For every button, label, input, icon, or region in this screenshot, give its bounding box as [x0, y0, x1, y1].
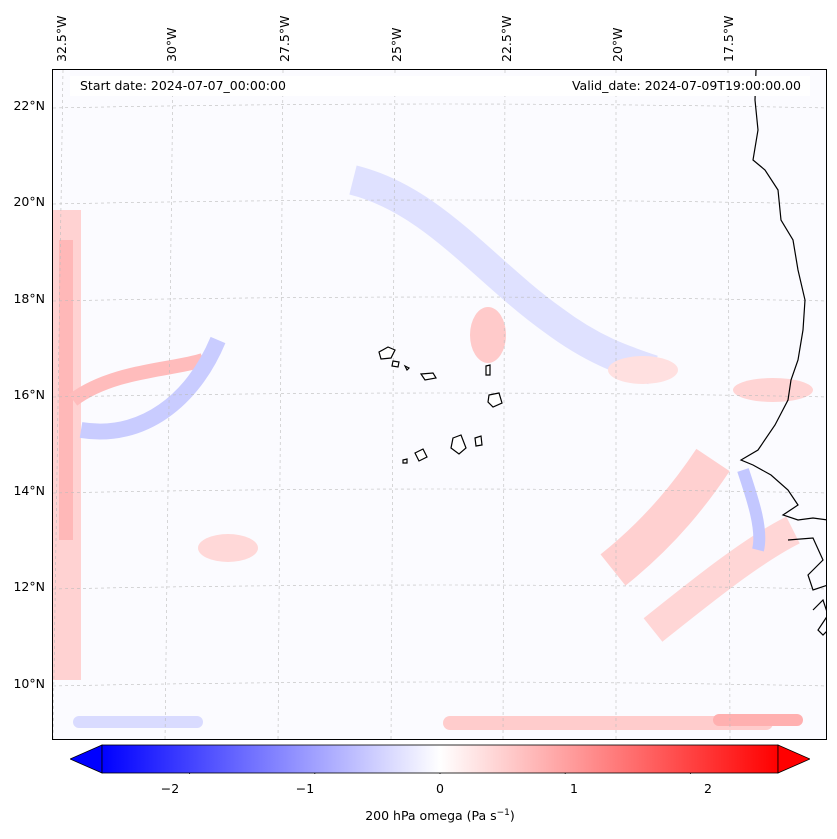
- blue-arc-west: [79, 336, 226, 440]
- south-red-core: [713, 714, 803, 726]
- colorbar: [69, 744, 811, 778]
- lon-label-27-5w: 27.5°W: [277, 15, 292, 62]
- cbar-tick-0: 0: [436, 781, 444, 796]
- red-arc: [68, 353, 206, 406]
- lon-label-32-5w: 32.5°W: [54, 15, 69, 62]
- south-blue-band: [73, 716, 203, 728]
- lon-label-17-5w: 17.5°W: [721, 15, 736, 62]
- colorbar-min-extension: [69, 744, 103, 774]
- omega-field-map: [53, 70, 826, 739]
- red-band-east: [600, 448, 730, 586]
- red-spot-1: [198, 534, 258, 562]
- cbar-tick-2: 2: [704, 781, 712, 796]
- blue-streak-coast: [737, 468, 766, 552]
- lat-label-14n: 14°N: [13, 483, 45, 498]
- lon-label-22-5w: 22.5°W: [499, 15, 514, 62]
- lon-label-30w: 30°W: [164, 27, 179, 62]
- red-spot-2: [470, 307, 506, 363]
- red-spot-3: [608, 356, 678, 384]
- lat-label-18n: 18°N: [13, 291, 45, 306]
- lon-label-20w: 20°W: [610, 27, 625, 62]
- south-red-band: [443, 716, 773, 730]
- valid-date-label: Valid_date: 2024-07-09T19:00:00.00: [571, 78, 801, 93]
- lat-label-20n: 20°N: [13, 194, 45, 209]
- colorbar-label: 200 hPa omega (Pa s−1): [0, 808, 837, 823]
- colorbar-body: [101, 744, 779, 774]
- blue-band-north: [348, 165, 658, 385]
- map-panel: [52, 69, 827, 740]
- lat-label-22n: 22°N: [13, 98, 45, 113]
- lat-label-10n: 10°N: [13, 676, 45, 691]
- cbar-tick-neg2: −2: [160, 781, 180, 796]
- lon-label-25w: 25°W: [389, 27, 404, 62]
- colorbar-label-exponent: −1: [496, 808, 510, 818]
- guinea-coast: [787, 537, 826, 591]
- bijagos-coast: [812, 598, 826, 636]
- start-date-label: Start date: 2024-07-07_00:00:00: [80, 78, 286, 93]
- lat-label-16n: 16°N: [13, 387, 45, 402]
- african-coastline: [739, 70, 826, 521]
- cbar-tick-neg1: −1: [295, 781, 315, 796]
- colorbar-label-text: 200 hPa omega (Pa s: [365, 808, 497, 824]
- lat-label-12n: 12°N: [13, 579, 45, 594]
- red-band-southeast: [643, 516, 800, 642]
- colorbar-max-extension: [777, 744, 811, 774]
- cape-verde-islands: [378, 346, 503, 464]
- red-spot-4: [733, 378, 813, 402]
- date-info-strip: [70, 76, 810, 96]
- colorbar-gradient: [69, 744, 811, 778]
- colorbar-label-close: ): [509, 808, 515, 824]
- cbar-tick-1: 1: [570, 781, 578, 796]
- west-red-core: [59, 240, 73, 540]
- graticule: [53, 70, 826, 739]
